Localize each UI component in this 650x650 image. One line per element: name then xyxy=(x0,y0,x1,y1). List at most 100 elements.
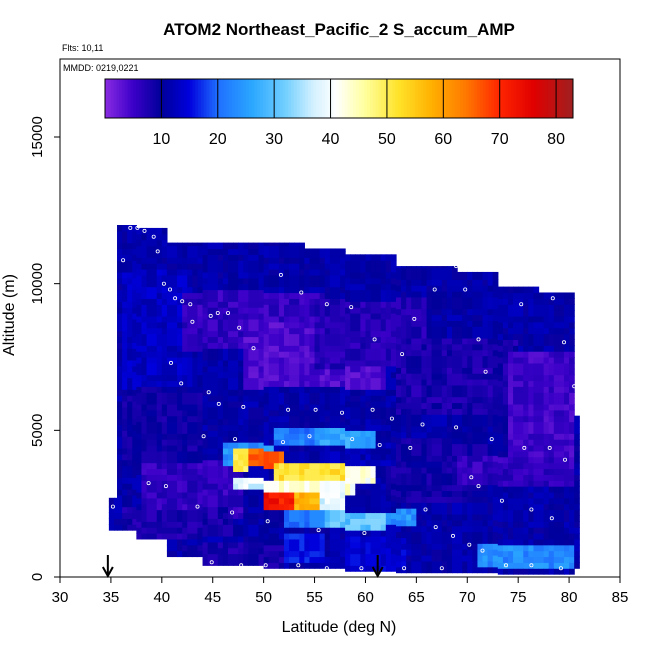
heatmap-cell xyxy=(207,277,214,285)
heatmap-cell xyxy=(477,425,484,433)
heatmap-cell xyxy=(406,314,412,321)
heatmap-cell xyxy=(558,515,565,522)
heatmap-cell xyxy=(217,406,224,414)
heatmap-cell xyxy=(228,395,234,402)
heatmap-cell xyxy=(528,562,535,569)
heatmap-cell xyxy=(487,490,494,497)
heatmap-cell xyxy=(487,484,494,492)
heatmap-cell xyxy=(487,314,494,321)
heatmap-cell xyxy=(508,433,514,440)
heatmap-cell xyxy=(166,380,173,387)
heatmap-cell xyxy=(329,251,336,258)
heatmap-cell xyxy=(222,242,229,250)
heatmap-cell xyxy=(548,315,555,323)
heatmap-cell xyxy=(238,301,244,308)
heatmap-cell xyxy=(127,389,133,396)
heatmap-cell xyxy=(233,277,239,285)
heatmap-cell xyxy=(370,518,377,525)
heatmap-cell xyxy=(492,343,499,351)
heatmap-cell xyxy=(467,314,473,321)
heatmap-cell xyxy=(156,227,163,235)
heatmap-cell xyxy=(543,562,550,569)
heatmap-cell xyxy=(132,313,137,320)
heatmap-cell xyxy=(467,271,473,274)
heatmap-cell xyxy=(436,408,443,415)
heatmap-cell xyxy=(421,320,428,327)
sample-point xyxy=(502,281,507,286)
heatmap-cell xyxy=(472,467,479,474)
heatmap-cell xyxy=(141,357,148,364)
heatmap-cell xyxy=(538,445,545,452)
heatmap-cell xyxy=(533,527,540,534)
heatmap-cell xyxy=(217,518,224,525)
heatmap-cell xyxy=(426,279,433,286)
heatmap-cell xyxy=(411,267,417,274)
heatmap-cell xyxy=(457,543,463,550)
heatmap-cell xyxy=(141,527,148,534)
heatmap-cell xyxy=(528,310,535,317)
heatmap-cell xyxy=(396,549,402,556)
heatmap-cell xyxy=(329,415,336,423)
heatmap-cell xyxy=(355,307,361,314)
heatmap-cell xyxy=(558,509,565,516)
heatmap-cell xyxy=(553,362,560,370)
sample-point xyxy=(188,302,193,307)
heatmap-cell xyxy=(345,283,351,291)
heatmap-cell xyxy=(187,257,193,264)
heatmap-cell xyxy=(248,494,255,502)
sample-point xyxy=(151,234,156,239)
heatmap-cell xyxy=(334,509,341,516)
heatmap-cell xyxy=(278,392,285,399)
heatmap-cell xyxy=(523,362,529,370)
heatmap-cell xyxy=(182,304,188,311)
heatmap-cell xyxy=(334,310,341,317)
heatmap-cell xyxy=(390,283,397,291)
heatmap-cell xyxy=(207,359,214,367)
heatmap-cell xyxy=(329,339,336,346)
heatmap-cell xyxy=(299,521,305,528)
heatmap-cell xyxy=(278,242,285,247)
heatmap-cell xyxy=(324,503,331,511)
heatmap-cell xyxy=(182,427,188,434)
heatmap-cell xyxy=(309,562,316,569)
heatmap-cell xyxy=(513,550,519,558)
heatmap-cell xyxy=(380,371,387,379)
heatmap-cell xyxy=(370,483,377,490)
heatmap-cell xyxy=(558,468,565,475)
heatmap-cell xyxy=(411,467,417,474)
heatmap-cell xyxy=(385,295,392,302)
heatmap-cell xyxy=(222,271,229,279)
heatmap-cell xyxy=(482,379,489,386)
heatmap-cell xyxy=(324,263,331,270)
heatmap-cell xyxy=(436,502,443,509)
heatmap-cell xyxy=(289,515,295,522)
heatmap-cell xyxy=(309,374,316,382)
heatmap-cell xyxy=(294,421,300,428)
heatmap-cell xyxy=(156,474,163,481)
heatmap-cell xyxy=(233,489,239,496)
heatmap-cell xyxy=(365,318,372,326)
heatmap-cell xyxy=(492,271,499,274)
colorbar-segment xyxy=(254,79,258,118)
heatmap-cell xyxy=(166,433,173,440)
heatmap-cell xyxy=(258,471,265,478)
heatmap-cell xyxy=(370,547,377,555)
heatmap-cell xyxy=(192,310,199,317)
heatmap-cell xyxy=(217,324,224,332)
heatmap-cell xyxy=(182,445,188,452)
heatmap-cell xyxy=(273,474,280,481)
heatmap-cell xyxy=(334,368,341,376)
heatmap-cell xyxy=(492,326,499,333)
heatmap-cell xyxy=(177,392,183,399)
heatmap-cell xyxy=(492,555,499,562)
heatmap-cell xyxy=(508,556,514,563)
heatmap-cell xyxy=(329,398,336,405)
colorbar-segment xyxy=(200,79,205,118)
heatmap-cell xyxy=(222,406,229,414)
heatmap-cell xyxy=(141,368,148,376)
heatmap-cell xyxy=(117,324,123,332)
heatmap-cell xyxy=(187,486,193,493)
heatmap-cell xyxy=(132,424,137,431)
heatmap-cell xyxy=(528,515,535,522)
heatmap-cell xyxy=(441,367,448,374)
